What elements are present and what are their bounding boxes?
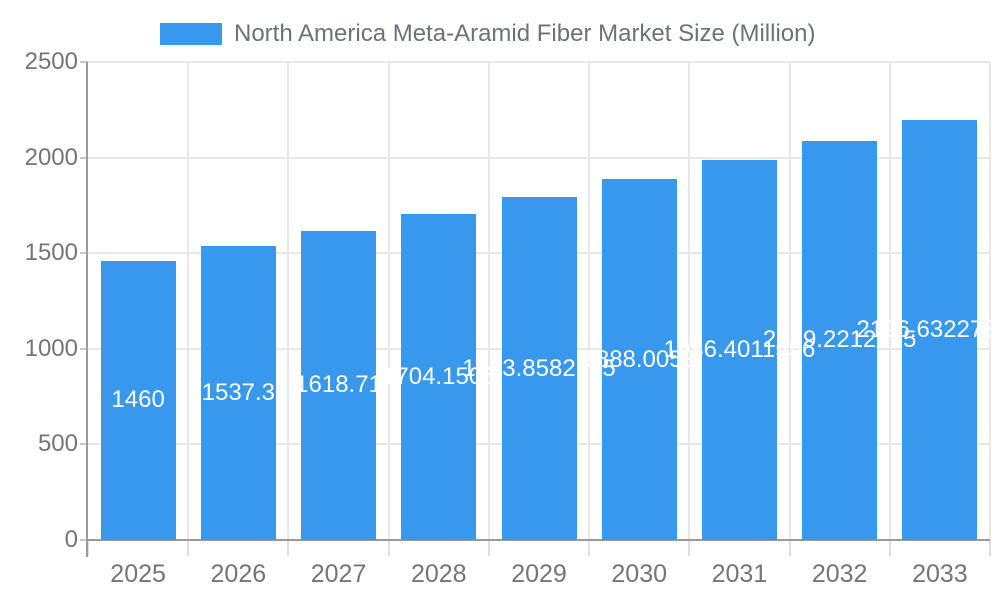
legend-item[interactable]: North America Meta-Aramid Fiber Market S… [160,20,816,47]
y-axis-label: 1500 [24,239,78,267]
x-axis-tick [87,540,89,556]
x-axis-tick [287,540,290,556]
x-axis-label: 2033 [912,560,968,588]
x-axis-label: 2027 [310,560,367,588]
y-axis-label: 2500 [24,48,78,75]
bar-value-label: 2089.2212175 [762,326,917,354]
y-axis-tick [80,156,88,159]
x-axis-tick [788,540,791,556]
legend-label: North America Meta-Aramid Fiber Market S… [234,20,816,47]
x-axis-line [86,539,990,541]
bar-2027[interactable] [301,230,377,540]
x-axis-label: 2031 [711,560,768,588]
x-axis-tick [688,540,691,556]
x-axis-tick [888,540,891,556]
bar-value-label: 1460 [111,386,165,414]
y-axis-tick [80,539,88,541]
x-axis-tick [989,540,991,556]
bar-2029[interactable] [501,197,577,540]
x-axis-label: 2026 [210,560,267,588]
bar-value-label: 1618.71 [295,371,382,399]
bar-value-label: 2196.63227312 [856,316,1000,343]
y-axis-label: 500 [37,430,78,458]
x-axis-label: 2029 [511,560,567,588]
y-axis-label: 1000 [24,334,78,362]
y-axis-tick [80,347,88,350]
bar-2028[interactable] [401,214,477,540]
bar-2025[interactable] [100,260,176,540]
x-axis-tick [187,540,190,556]
bar-value-label: 1888.0053 [582,345,696,373]
x-gridline [287,62,290,540]
x-axis-tick [588,540,591,556]
y-axis-label: 0 [64,526,78,553]
y-axis-tick [80,61,88,63]
y-axis-label: 2000 [24,143,78,171]
bar-value-label: 1704.1506 [382,363,496,391]
y-axis-tick [80,252,88,255]
bar-2032[interactable] [802,140,878,540]
bar-value-label: 1793.8582745 [462,354,616,382]
x-axis-label: 2025 [110,560,166,588]
bar-2030[interactable] [601,179,677,540]
y-axis-line [86,62,88,557]
x-gridline [588,62,591,540]
bar-2026[interactable] [200,246,276,540]
x-gridline [387,62,390,540]
y-axis-tick [80,443,88,446]
bar-value-label: 1986.4011556 [663,336,816,364]
x-gridline [888,62,891,540]
bar-value-label: 1537.3 [201,379,276,407]
y-gridline [88,156,990,159]
x-axis-tick [387,540,390,556]
x-axis-label: 2032 [811,560,868,588]
x-axis-label: 2030 [611,560,668,588]
x-gridline [788,62,791,540]
x-gridline [688,62,691,540]
x-gridline [487,62,490,540]
x-gridline [989,62,991,540]
y-gridline [88,61,990,63]
legend-swatch [160,23,222,45]
x-axis-label: 2028 [410,560,467,588]
x-axis-tick [487,540,490,556]
bar-2031[interactable] [701,160,777,540]
x-gridline [187,62,190,540]
bar-2033[interactable] [902,120,978,540]
